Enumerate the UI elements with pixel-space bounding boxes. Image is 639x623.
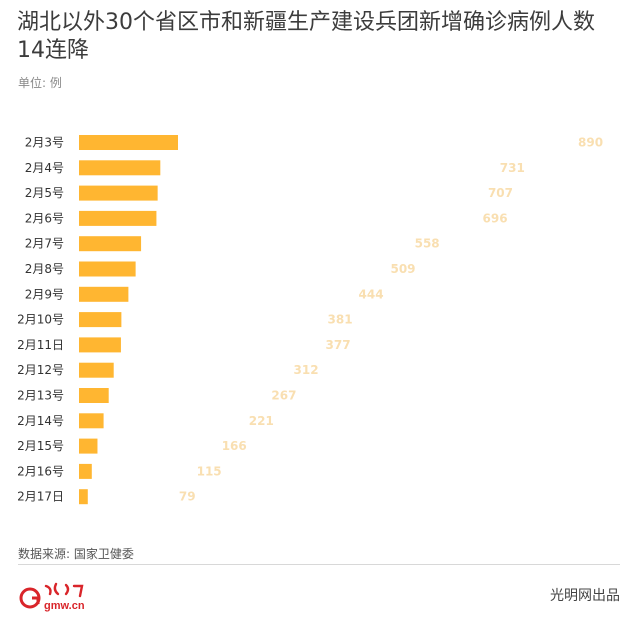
category-label: 2月17日	[17, 490, 64, 504]
bar	[79, 413, 104, 429]
category-label: 2月10号	[17, 313, 64, 327]
bar	[79, 362, 114, 378]
bar	[79, 489, 88, 505]
data-source: 数据来源: 国家卫健委	[18, 547, 134, 561]
category-label: 2月9号	[25, 287, 64, 301]
bar	[79, 236, 142, 252]
value-label: 707	[488, 186, 513, 200]
value-label: 377	[326, 338, 351, 352]
value-label: 509	[390, 262, 415, 276]
chart-title: 湖北以外30个省区市和新疆生产建设兵团新增确诊病例人数14连降	[17, 10, 595, 63]
bar	[79, 210, 157, 226]
bar	[79, 185, 158, 201]
bar	[79, 463, 92, 479]
category-label: 2月14号	[17, 414, 64, 428]
category-label: 2月16号	[17, 464, 64, 478]
category-label: 2月3号	[25, 136, 64, 150]
category-label: 2月4号	[25, 161, 64, 175]
category-label: 2月7号	[25, 237, 64, 251]
value-label: 79	[179, 490, 196, 504]
logo-text: gmw.cn	[44, 600, 85, 612]
footer-divider	[18, 564, 620, 565]
bar	[79, 337, 121, 353]
bar	[79, 261, 136, 277]
bar	[79, 388, 109, 403]
bar-chart: 2月3号 890 2月4号 731 2月5号 707 2月6号 696 2月7号 558 2月8号 5…	[17, 135, 603, 505]
category-label: 2月13号	[17, 389, 64, 403]
value-label: 221	[249, 414, 274, 428]
category-label: 2月8号	[25, 262, 64, 276]
value-label: 558	[415, 237, 440, 251]
bars-group: 2月3号 890 2月4号 731 2月5号 707 2月6号 696 2月7号 558 2月8号 5…	[17, 135, 603, 505]
unit-label: 单位: 例	[18, 76, 62, 90]
category-label: 2月11日	[17, 338, 64, 352]
value-label: 166	[222, 439, 247, 453]
value-label: 731	[500, 161, 525, 175]
bar	[79, 135, 178, 150]
bar	[79, 312, 122, 328]
category-label: 2月15号	[17, 439, 64, 453]
credit-label: 光明网出品	[550, 588, 620, 604]
gmw-logo: gmw.cn	[19, 582, 85, 612]
value-label: 696	[483, 211, 508, 225]
category-label: 2月12号	[17, 363, 64, 377]
category-label: 2月6号	[25, 211, 64, 225]
value-label: 890	[578, 136, 603, 150]
bar	[79, 160, 161, 176]
value-label: 115	[197, 464, 222, 478]
category-label: 2月5号	[25, 186, 64, 200]
value-label: 444	[359, 287, 384, 301]
bar	[79, 438, 98, 454]
value-label: 312	[294, 363, 319, 377]
value-label: 381	[328, 313, 353, 327]
value-label: 267	[271, 389, 296, 403]
bar	[79, 286, 129, 302]
